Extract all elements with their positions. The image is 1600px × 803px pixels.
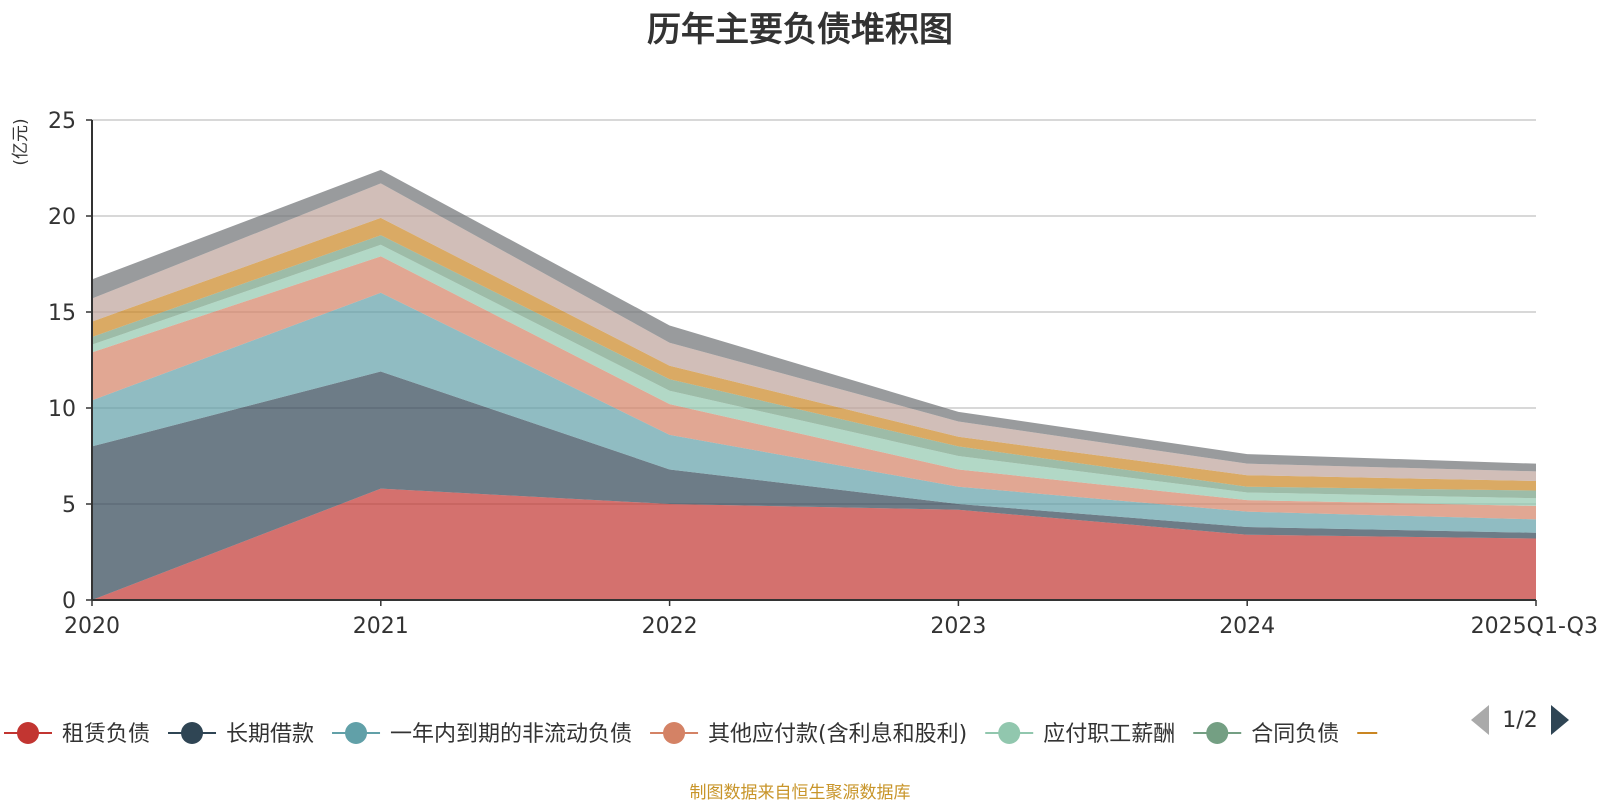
legend-marker-icon bbox=[1206, 722, 1229, 744]
legend-item[interactable]: 租赁负债 bbox=[4, 722, 150, 747]
legend-item[interactable]: 应付职工薪酬 bbox=[985, 722, 1175, 747]
area-series-1[interactable] bbox=[92, 371, 1536, 600]
chart-title: 历年主要负债堆积图 bbox=[647, 10, 953, 50]
legend-label: 其他应付款(含利息和股利) bbox=[708, 722, 967, 747]
area-series-2[interactable] bbox=[92, 292, 1536, 533]
legend-item[interactable]: 其他应付款(含利息和股利) bbox=[650, 722, 967, 747]
source-note: 制图数据来自恒生聚源数据库 bbox=[689, 783, 911, 803]
legend-marker-icon bbox=[181, 722, 204, 744]
legend-label: 长期借款 bbox=[226, 722, 314, 747]
x-tick-label: 2020 bbox=[64, 614, 120, 639]
y-tick-label: 25 bbox=[48, 109, 76, 134]
axes bbox=[91, 120, 1536, 601]
legend-page-indicator: 1/2 bbox=[1502, 708, 1537, 733]
y-tick-label: 10 bbox=[48, 397, 76, 422]
legend[interactable]: 租赁负债 长期借款 一年内到期的非流动负债 其他应付款(含利息和股利) 应付职工薪酬 合同… bbox=[4, 722, 1378, 747]
legend-label: 应付职工薪酬 bbox=[1043, 722, 1175, 747]
legend-marker-icon bbox=[998, 722, 1021, 744]
legend-label: 租赁负债 bbox=[62, 722, 150, 747]
legend-item[interactable]: 一年内到期的非流动负债 bbox=[332, 722, 632, 747]
y-axis-unit-label: (亿元) bbox=[11, 118, 31, 165]
y-tick-labels: 0 5 10 15 20 25 bbox=[48, 109, 92, 614]
legend-marker-icon bbox=[17, 722, 39, 744]
area-series-group[interactable] bbox=[92, 169, 1536, 600]
legend-pager: 1/2 bbox=[1471, 705, 1569, 735]
legend-marker-icon bbox=[345, 722, 368, 744]
legend-marker-icon bbox=[663, 722, 686, 744]
x-tick-label: 2022 bbox=[642, 614, 698, 639]
x-tick-label: 2024 bbox=[1219, 614, 1275, 639]
legend-next-page-icon[interactable] bbox=[1551, 705, 1569, 735]
legend-label: 合同负债 bbox=[1251, 722, 1339, 747]
x-tick-label: 2021 bbox=[353, 614, 409, 639]
x-tick-label: 2023 bbox=[930, 614, 986, 639]
y-tick-label: 20 bbox=[48, 205, 76, 230]
x-tick-labels: 2020 2021 2022 2023 2024 2025Q1-Q3 bbox=[64, 600, 1598, 639]
y-tick-label: 0 bbox=[62, 589, 76, 614]
area-series-3[interactable] bbox=[92, 256, 1536, 520]
area-series-0[interactable] bbox=[92, 488, 1536, 600]
y-tick-label: 5 bbox=[62, 493, 76, 518]
legend-item[interactable]: 合同负债 bbox=[1193, 722, 1339, 747]
y-tick-label: 15 bbox=[48, 301, 76, 326]
legend-label: 一年内到期的非流动负债 bbox=[390, 722, 632, 747]
legend-prev-page-icon[interactable] bbox=[1471, 705, 1489, 735]
x-tick-label: 2025Q1-Q3 bbox=[1471, 614, 1598, 639]
legend-item[interactable]: 长期借款 bbox=[168, 722, 314, 747]
